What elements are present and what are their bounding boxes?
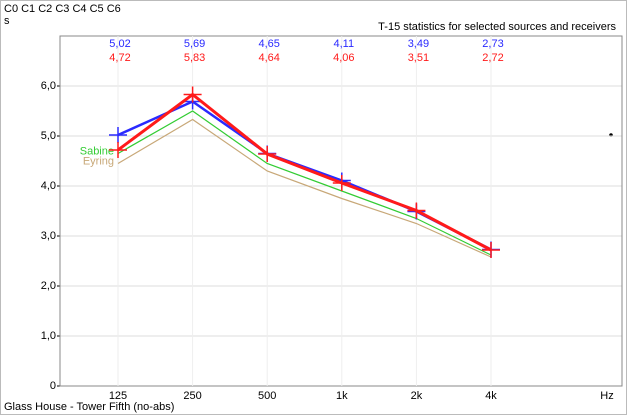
- y-tick-label: 5,0: [41, 130, 56, 142]
- x-tick-label: 125: [109, 390, 127, 402]
- x-tick-label: 4k: [485, 390, 497, 402]
- value-label: 5,69: [184, 38, 205, 50]
- value-label: 4,11: [334, 38, 355, 50]
- value-label: 4,06: [333, 52, 354, 64]
- y-tick-label: 4,0: [41, 180, 56, 192]
- value-label: 3,51: [408, 52, 429, 64]
- series-line: [117, 92, 492, 252]
- value-label: 2,72: [482, 52, 503, 64]
- plot-border: [59, 35, 623, 387]
- footer: Glass House - Tower Fifth (no-abs): [4, 401, 174, 413]
- y-tick-label: 0: [50, 380, 56, 392]
- x-tick-label: 250: [183, 390, 201, 402]
- chart-title: T-15 statistics for selected sources and…: [378, 21, 616, 33]
- value-label: 4,72: [109, 52, 130, 64]
- x-tick-label: 500: [258, 390, 276, 402]
- value-label: 5,83: [184, 52, 205, 64]
- x-axis-label: Hz: [600, 390, 613, 402]
- header: C0 C1 C2 C3 C4 C5 C6: [4, 3, 121, 15]
- series-line: [117, 110, 492, 256]
- value-label: 3,49: [408, 38, 429, 50]
- value-label: 4,65: [258, 38, 279, 50]
- x-tick-label: 2k: [411, 390, 423, 402]
- y-axis-label: s: [4, 15, 10, 27]
- y-tick-label: 3,0: [41, 230, 56, 242]
- x-tick-label: 1k: [336, 390, 348, 402]
- y-tick-label: 2,0: [41, 280, 56, 292]
- series-label: Eyring: [83, 155, 114, 167]
- series-label: Sabine: [80, 145, 114, 157]
- value-label: 4,64: [258, 52, 279, 64]
- series-line: [117, 118, 492, 258]
- y-tick-label: 1,0: [41, 330, 56, 342]
- y-tick-label: 6,0: [41, 80, 56, 92]
- value-label: 2,73: [482, 38, 503, 50]
- value-label: 5,02: [109, 38, 130, 50]
